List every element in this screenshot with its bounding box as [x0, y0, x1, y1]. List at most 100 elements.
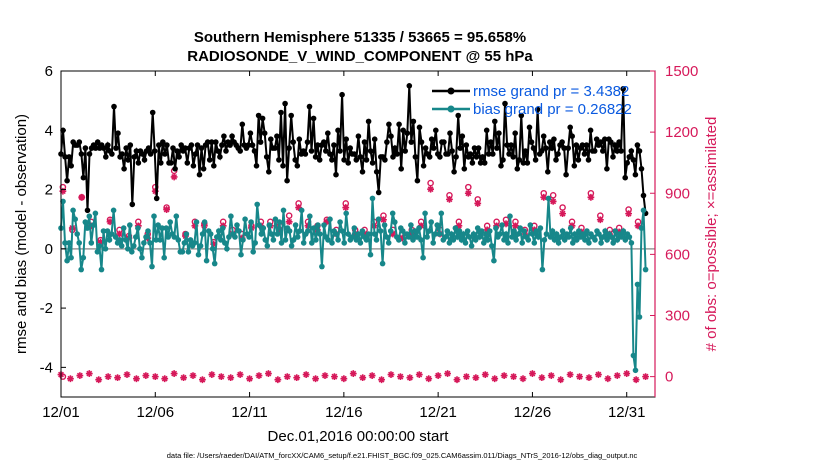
rmse-point	[516, 157, 523, 163]
obs-floor-marker	[378, 376, 385, 384]
y-left-tick-label: 0	[45, 241, 53, 258]
bias-point	[292, 222, 299, 228]
rmse-point	[312, 154, 319, 160]
bias-point	[351, 225, 358, 231]
bias-point	[232, 234, 238, 240]
obs-assimilated-marker	[474, 200, 482, 207]
rmse-point	[78, 151, 85, 157]
rmse-point	[76, 139, 83, 145]
rmse-point	[579, 142, 586, 148]
rmse-point	[64, 177, 70, 184]
rmse-point	[510, 154, 516, 160]
bias-point	[353, 237, 360, 243]
bias-point	[161, 254, 167, 261]
obs-floor-marker	[170, 370, 178, 377]
data-file-footer: data file: /Users/raeder/DAI/ATM_forcXX/…	[167, 451, 638, 460]
rmse-point	[192, 151, 199, 157]
rmse-point	[316, 157, 323, 163]
obs-assimilated-marker	[464, 189, 472, 197]
bias-point	[414, 234, 420, 240]
bias-point	[118, 243, 125, 249]
rmse-point	[504, 142, 510, 148]
bias-point	[626, 234, 633, 240]
bias-point	[385, 240, 392, 246]
rmse-point	[392, 145, 398, 151]
obs-floor-marker	[595, 371, 602, 378]
rmse-point	[125, 157, 131, 163]
bias-point	[543, 231, 550, 237]
rmse-point	[176, 154, 182, 160]
rmse-point	[359, 169, 366, 175]
x-axis: 12/01 12/06 12/11 12/16 12/21 12/26 12/31	[42, 71, 645, 421]
rmse-point	[477, 160, 484, 166]
rmse-point	[441, 139, 447, 145]
bias-point	[567, 225, 574, 231]
obs-floor-marker	[444, 370, 451, 377]
bias-point	[450, 237, 457, 243]
bias-point	[66, 240, 72, 246]
bias-point	[474, 225, 481, 231]
rmse-point	[451, 169, 457, 175]
bias-point	[507, 213, 513, 219]
obs-floor-marker	[519, 375, 527, 383]
rmse-point	[335, 127, 341, 134]
bias-point	[82, 219, 89, 225]
y-axis-left-label: rmse and bias (model - observation)	[13, 114, 30, 354]
rmse-point	[149, 109, 156, 116]
rmse-point	[496, 130, 502, 136]
chart-title-line1: Southern Hemisphere 51335 / 53665 = 95.6…	[194, 29, 526, 46]
rmse-point	[640, 192, 647, 199]
rmse-point	[604, 166, 610, 172]
bias-point	[209, 246, 216, 252]
bias-point	[466, 234, 473, 240]
y-right-tick-label: 0	[665, 369, 673, 386]
bias-point	[389, 210, 396, 217]
bias-point	[369, 195, 376, 202]
bias-point	[197, 243, 204, 249]
rmse-point	[406, 83, 413, 89]
obs-assimilated-marker	[549, 198, 557, 205]
rmse-point	[261, 130, 268, 136]
rmse-point	[266, 169, 272, 175]
bias-point	[147, 240, 153, 246]
bias-point	[363, 237, 370, 243]
obs-floor-marker	[500, 372, 508, 380]
bias-point	[408, 222, 414, 228]
bias-point	[614, 237, 621, 243]
rmse-point	[200, 166, 207, 172]
bias-point	[163, 225, 169, 231]
obs-assimilated-marker	[116, 230, 123, 238]
rmse-point	[388, 133, 394, 139]
bias-point	[387, 228, 394, 234]
rmse-point	[310, 115, 317, 122]
obs-floor-marker	[453, 376, 461, 384]
bias-point	[531, 240, 538, 246]
rmse-point	[80, 174, 87, 181]
rmse-point	[339, 91, 345, 98]
rmse-point	[628, 148, 635, 154]
rmse-point	[416, 124, 423, 131]
bias-point	[602, 228, 608, 234]
rmse-point	[294, 163, 301, 169]
series-group	[57, 83, 649, 384]
rmse-point	[178, 142, 184, 148]
bias-point	[565, 234, 572, 240]
rmse-point	[188, 142, 195, 148]
bias-point	[274, 231, 281, 237]
rmse-point	[524, 160, 531, 166]
bias-point	[92, 210, 99, 217]
rmse-point	[459, 133, 466, 139]
bias-point	[139, 254, 145, 261]
bias-point	[343, 210, 350, 217]
obs-assimilated-marker	[417, 222, 425, 230]
rmse-point	[282, 100, 288, 107]
rmse-point	[194, 142, 201, 148]
bias-point	[499, 222, 505, 228]
rmse-point	[147, 151, 154, 157]
obs-assimilated-marker	[455, 222, 463, 230]
bias-point	[341, 240, 348, 246]
obs-assimilated-marker	[380, 216, 387, 224]
rmse-point	[581, 151, 588, 157]
rmse-point	[614, 148, 620, 154]
obs-assimilated-marker	[389, 230, 397, 238]
